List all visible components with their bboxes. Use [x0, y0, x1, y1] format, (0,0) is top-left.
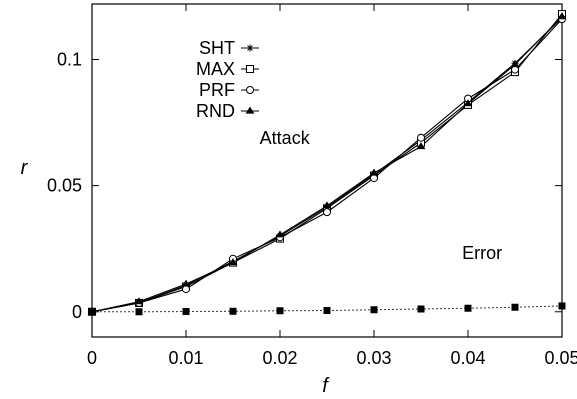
y-tick-label: 0.1	[57, 50, 82, 70]
series-line-rnd	[91, 16, 563, 313]
point-marker	[511, 303, 519, 311]
plot-frame	[91, 3, 563, 338]
point-marker	[88, 308, 96, 316]
series-line-sht	[91, 17, 563, 313]
x-tick-label: 0.03	[356, 348, 391, 368]
x-tick-label: 0	[87, 348, 97, 368]
point-marker	[416, 142, 426, 150]
point-marker	[323, 208, 331, 217]
point-marker	[246, 44, 254, 52]
y-axis-label: r	[21, 157, 29, 179]
point-marker	[246, 65, 254, 73]
point-marker	[135, 308, 143, 316]
legend-label-max: MAX	[196, 59, 235, 79]
point-marker	[369, 168, 379, 176]
annotation-attack: Attack	[260, 128, 311, 148]
legend-label-prf: PRF	[199, 80, 235, 100]
y-tick-label: 0.05	[47, 176, 82, 196]
point-marker	[228, 258, 238, 266]
series-markers	[87, 10, 567, 316]
axis-ticks: 0 0.01 0.02 0.03 0.04 0.05 0 0.05 0.1	[47, 4, 577, 368]
point-marker	[463, 99, 473, 107]
point-marker	[557, 12, 567, 20]
legend-label-rnd: RND	[196, 101, 235, 121]
x-tick-label: 0.04	[450, 348, 485, 368]
y-tick-label: 0	[72, 302, 82, 322]
series-line-prf	[91, 18, 563, 313]
point-marker	[181, 279, 191, 287]
point-marker	[558, 302, 566, 310]
x-axis-label: f	[322, 375, 330, 397]
point-marker	[323, 307, 331, 315]
x-tick-label: 0.01	[168, 348, 203, 368]
point-marker	[417, 133, 425, 142]
point-marker	[322, 201, 332, 209]
annotation-error: Error	[462, 243, 502, 263]
point-marker	[417, 305, 425, 313]
x-tick-label: 0.05	[544, 348, 577, 368]
point-marker	[134, 297, 144, 305]
annotations: Attack Error	[260, 128, 502, 263]
point-marker	[370, 306, 378, 314]
point-marker	[464, 304, 472, 312]
point-marker	[246, 86, 254, 94]
point-marker	[275, 230, 285, 238]
point-marker	[276, 307, 284, 315]
legend-label-sht: SHT	[199, 38, 235, 58]
point-marker	[245, 106, 255, 114]
point-marker	[510, 60, 520, 68]
point-marker	[229, 307, 237, 315]
series-line-max	[91, 13, 563, 313]
series-lines	[91, 13, 563, 313]
point-marker	[182, 308, 190, 316]
x-tick-label: 0.02	[262, 348, 297, 368]
